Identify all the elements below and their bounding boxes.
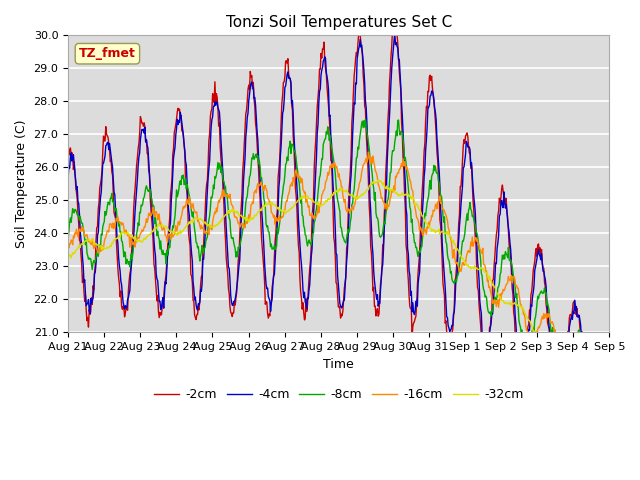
Legend: -2cm, -4cm, -8cm, -16cm, -32cm: -2cm, -4cm, -8cm, -16cm, -32cm: [149, 383, 529, 406]
-4cm: [64, 174, 72, 180]
-2cm: [64, 145, 72, 151]
-32cm: [64, 251, 72, 256]
-32cm: [185, 220, 193, 226]
-32cm: [374, 177, 382, 183]
Line: -16cm: -16cm: [68, 152, 609, 414]
-2cm: [130, 207, 138, 213]
-8cm: [74, 213, 82, 218]
-2cm: [185, 230, 193, 236]
-32cm: [74, 245, 82, 251]
-4cm: [185, 207, 193, 213]
-4cm: [405, 267, 413, 273]
-4cm: [596, 401, 604, 407]
-8cm: [405, 194, 413, 200]
-8cm: [185, 190, 193, 195]
Line: -2cm: -2cm: [68, 21, 609, 415]
-16cm: [64, 242, 72, 248]
-32cm: [405, 193, 413, 199]
-2cm: [391, 18, 399, 24]
Line: -4cm: -4cm: [68, 33, 609, 404]
-16cm: [213, 208, 221, 214]
-2cm: [74, 210, 82, 216]
-32cm: [605, 404, 613, 410]
-16cm: [421, 226, 429, 232]
-8cm: [594, 407, 602, 412]
-4cm: [74, 199, 82, 204]
-2cm: [213, 95, 221, 100]
-32cm: [213, 222, 221, 228]
-32cm: [421, 219, 429, 225]
Text: TZ_fmet: TZ_fmet: [79, 47, 136, 60]
-16cm: [602, 411, 609, 417]
-16cm: [185, 202, 193, 207]
-4cm: [391, 30, 399, 36]
-4cm: [605, 364, 613, 370]
-2cm: [589, 412, 596, 418]
-8cm: [362, 117, 369, 122]
-4cm: [130, 235, 138, 240]
Line: -8cm: -8cm: [68, 120, 609, 409]
-8cm: [64, 236, 72, 241]
-8cm: [213, 167, 221, 172]
-8cm: [421, 210, 429, 216]
-16cm: [130, 240, 138, 246]
-16cm: [405, 173, 413, 179]
-16cm: [365, 149, 372, 155]
Y-axis label: Soil Temperature (C): Soil Temperature (C): [15, 120, 28, 248]
X-axis label: Time: Time: [323, 358, 354, 371]
-4cm: [213, 100, 221, 106]
-8cm: [130, 242, 138, 248]
-8cm: [605, 384, 613, 389]
-2cm: [405, 293, 413, 299]
-2cm: [605, 348, 613, 354]
-2cm: [421, 141, 429, 146]
-16cm: [74, 234, 82, 240]
Line: -32cm: -32cm: [68, 180, 609, 407]
-32cm: [130, 236, 138, 242]
-4cm: [421, 166, 429, 172]
Title: Tonzi Soil Temperatures Set C: Tonzi Soil Temperatures Set C: [225, 15, 452, 30]
-16cm: [605, 402, 613, 408]
